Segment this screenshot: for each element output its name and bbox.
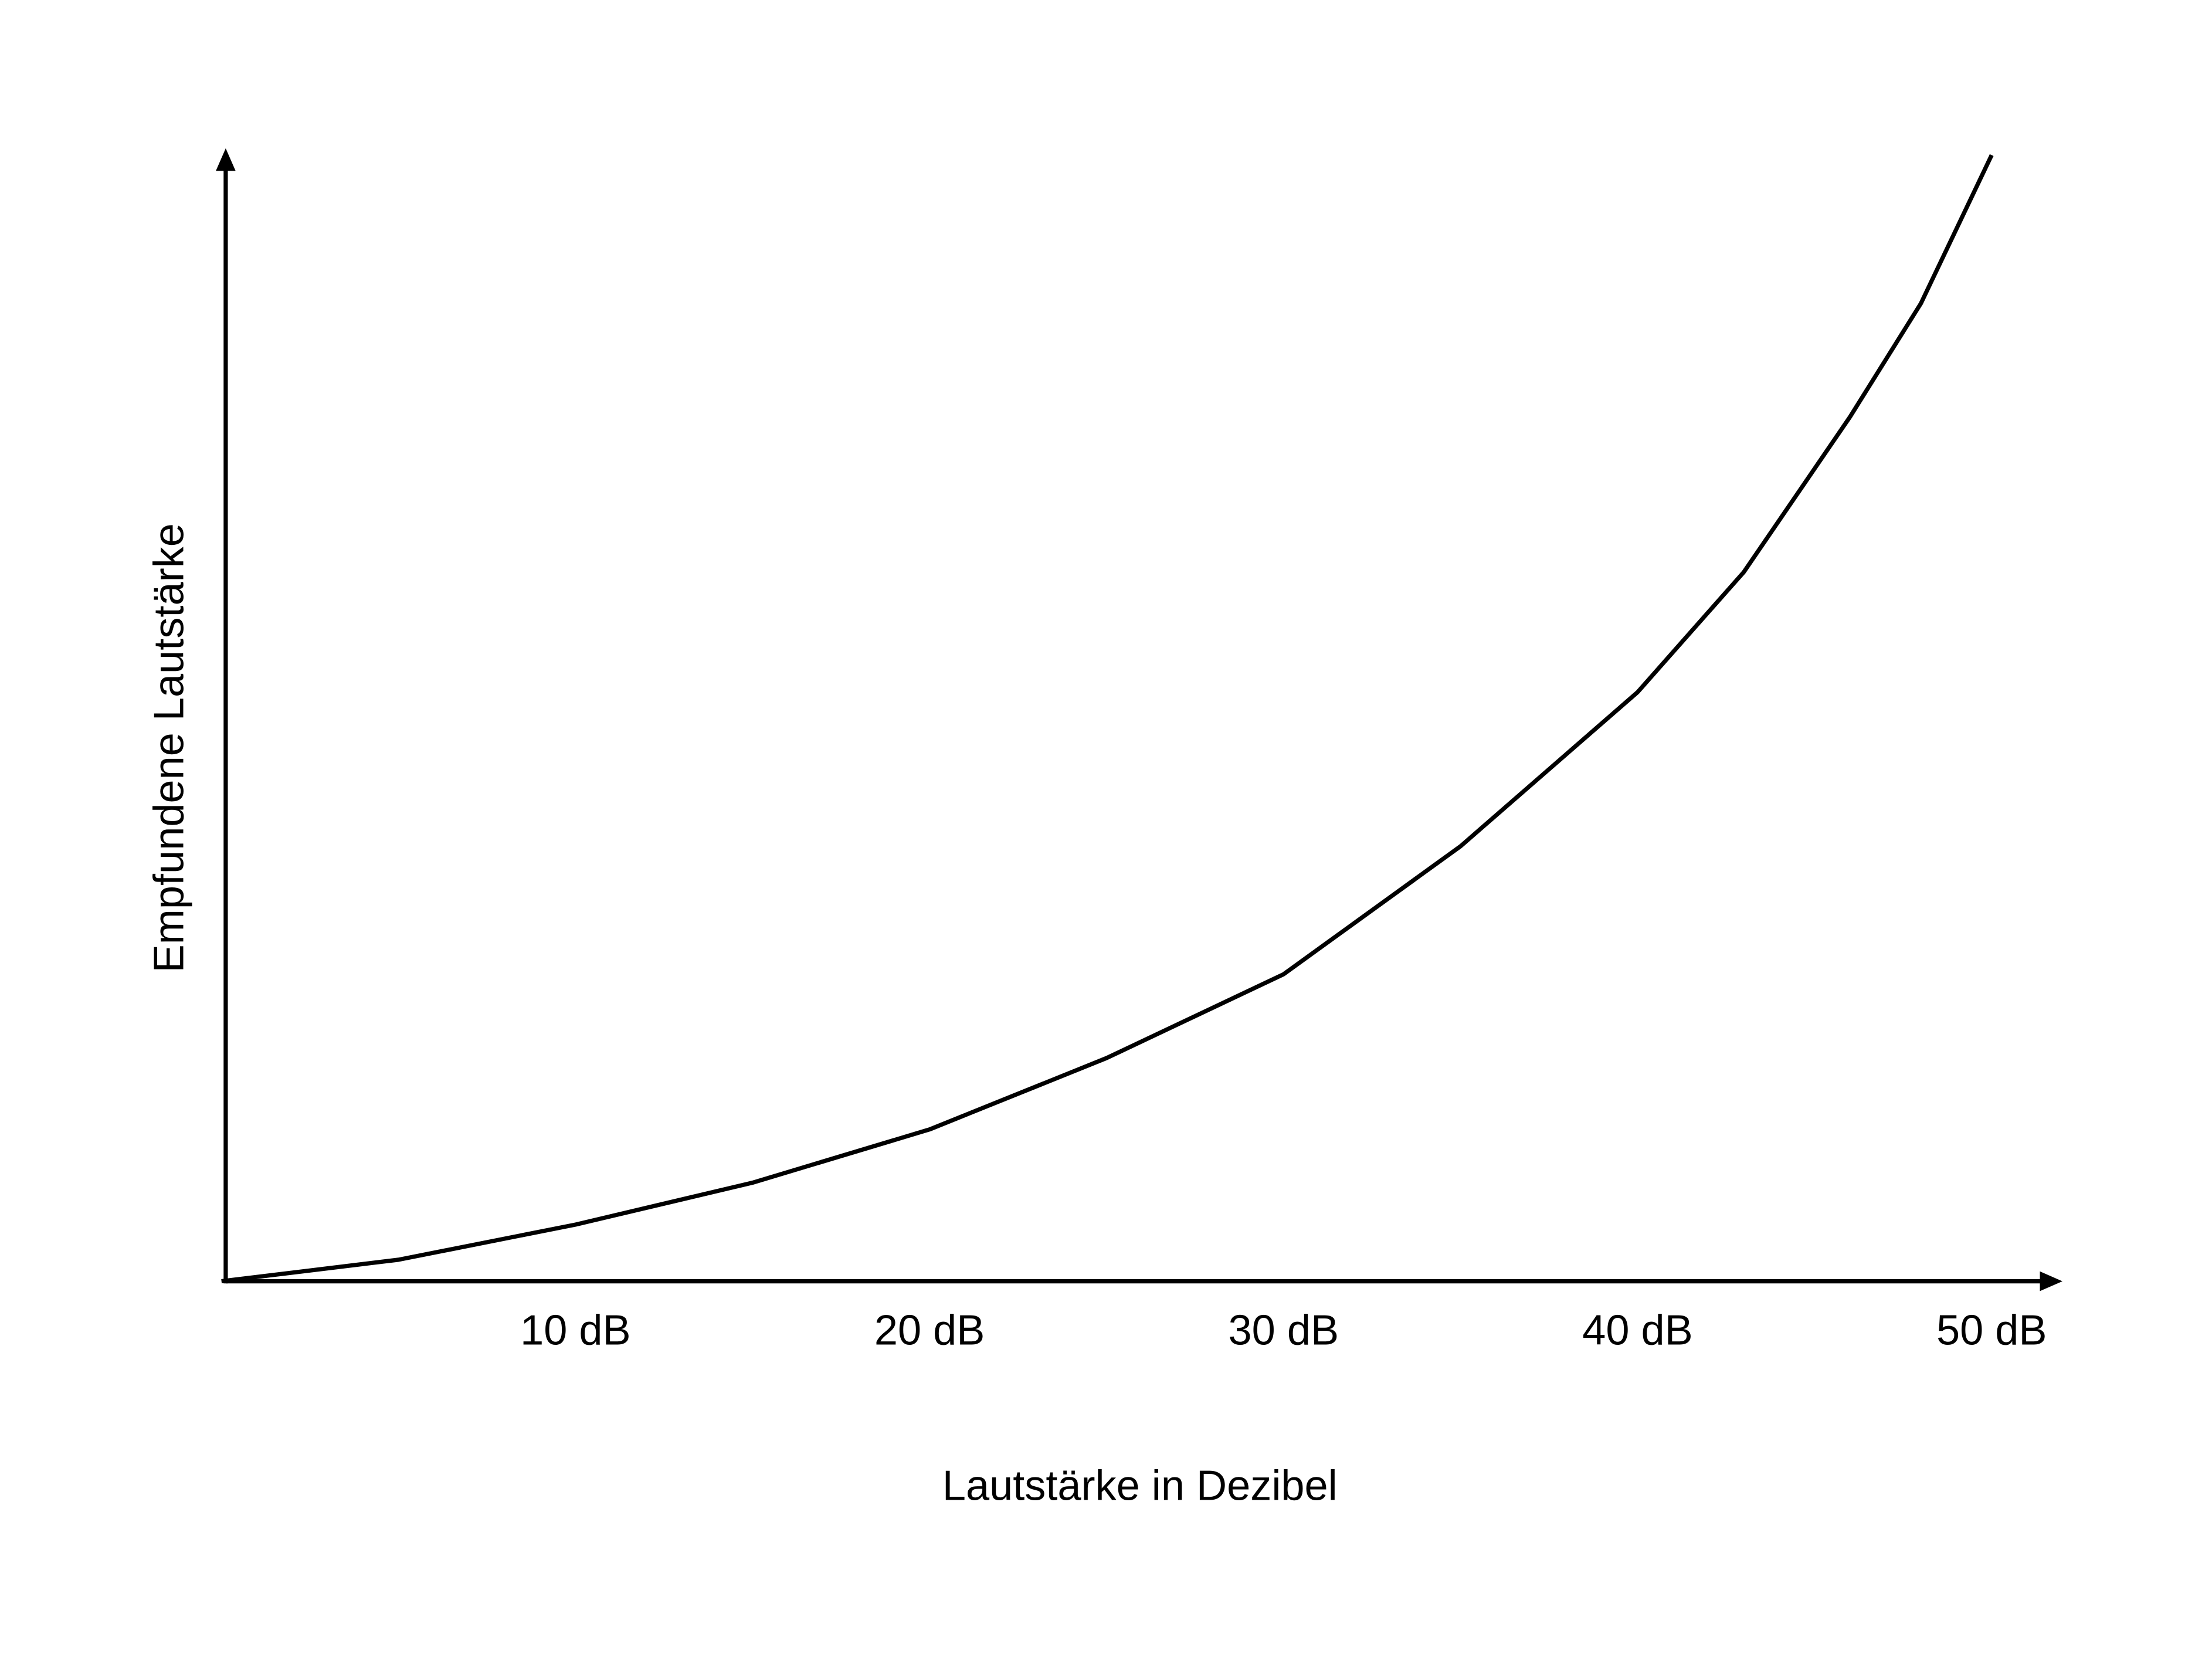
x-tick-label: 30 dB [1229,1307,1339,1354]
x-tick-label: 20 dB [874,1307,985,1354]
x-axis-arrow [2040,1271,2063,1291]
curve [221,154,1994,1284]
y-axis-arrow [216,148,236,171]
x-tick-label: 50 dB [1936,1307,2047,1354]
y-axis-label: Empfundene Lautstärke [146,523,193,972]
x-tick-label: 10 dB [520,1307,631,1354]
x-tick-label: 40 dB [1582,1307,1693,1354]
x-axis-label: Lautstärke in Dezibel [942,1462,1338,1509]
